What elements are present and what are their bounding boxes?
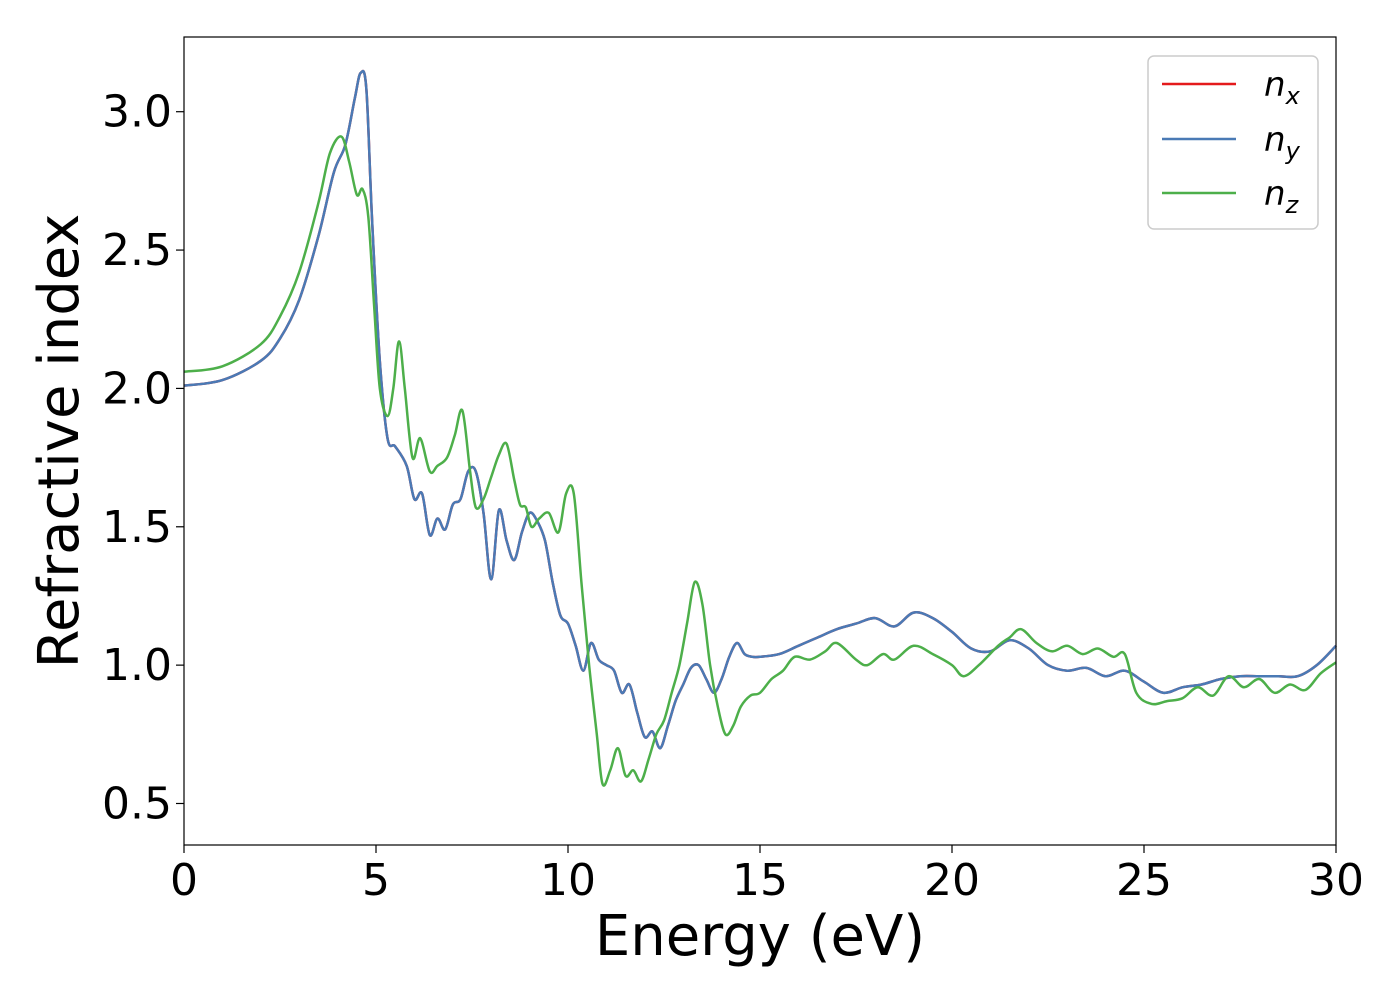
x-axis-label: Energy (eV) <box>595 904 925 969</box>
legend-box <box>1147 55 1319 230</box>
legend-label-ny: ny <box>1264 120 1301 165</box>
series-line-ny <box>183 69 1337 750</box>
y-tick-label: 3.0 <box>102 87 172 138</box>
y-axis-ticks: 0.5 1.0 1.5 2.0 2.5 3.0 <box>102 87 184 829</box>
legend: nx ny nz <box>1147 55 1319 230</box>
x-tick-label: 10 <box>540 855 596 906</box>
y-tick-label: 1.5 <box>102 502 172 553</box>
legend-label-nx: nx <box>1264 65 1301 110</box>
series-line-nz <box>183 135 1337 787</box>
series-lines <box>183 69 1337 787</box>
y-tick-label: 2.5 <box>102 225 172 276</box>
x-tick-label: 20 <box>924 855 980 906</box>
x-tick-label: 0 <box>170 855 198 906</box>
x-tick-label: 30 <box>1308 855 1364 906</box>
y-tick-label: 2.0 <box>102 363 172 414</box>
x-tick-label: 5 <box>362 855 390 906</box>
y-axis-label: Refractive index <box>27 214 92 669</box>
legend-label-nz: nz <box>1264 174 1300 219</box>
x-axis-ticks: 0 5 10 15 20 25 30 <box>170 845 1364 906</box>
y-tick-label: 0.5 <box>102 778 172 829</box>
x-tick-label: 15 <box>732 855 788 906</box>
y-tick-label: 1.0 <box>102 640 172 691</box>
x-tick-label: 25 <box>1116 855 1172 906</box>
